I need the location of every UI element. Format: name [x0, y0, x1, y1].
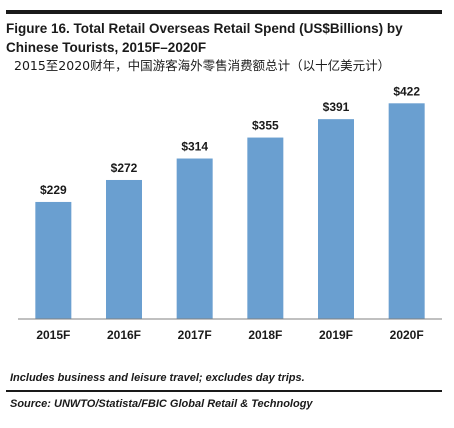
x-tick-label-2015F: 2015F	[36, 328, 70, 342]
source-line: Source: UNWTO/Statista/FBIC Global Retai…	[10, 398, 313, 410]
x-tick-label-2017F: 2017F	[178, 328, 212, 342]
data-label-2018F: $355	[252, 119, 279, 133]
data-label-2019F: $391	[323, 100, 350, 114]
data-labels-layer: $229 $272 $314 $355 $391 $422	[40, 84, 420, 197]
bottom-rule	[6, 390, 442, 392]
bar-2018F	[247, 137, 284, 319]
bars-layer	[35, 103, 425, 320]
bar-chart: $229 $272 $314 $355 $391 $422 2015F 2016F 2017F…	[18, 84, 442, 342]
data-label-2020F: $422	[393, 84, 420, 98]
data-label-2015F: $229	[40, 183, 67, 197]
bar-2016F	[106, 179, 142, 319]
figure-title: Figure 16. Total Retail Overseas Retail …	[6, 21, 403, 55]
data-label-2017F: $314	[181, 140, 208, 154]
footnote: Includes business and leisure travel; ex…	[10, 372, 305, 384]
bar-2015F	[35, 201, 72, 319]
data-label-2016F: $272	[111, 161, 138, 175]
top-rule	[6, 10, 442, 14]
bar-2020F	[388, 103, 425, 319]
x-tick-labels-layer: 2015F 2016F 2017F 2018F 2019F 2020F	[36, 328, 423, 342]
bar-2019F	[318, 119, 354, 320]
x-tick-label-2018F: 2018F	[248, 328, 282, 342]
figure-subtitle: 2015至2020财年，中国游客海外零售消费额总计（以十亿美元计）	[14, 58, 391, 73]
x-tick-label-2020F: 2020F	[390, 328, 424, 342]
bar-2017F	[176, 158, 213, 319]
x-tick-label-2016F: 2016F	[107, 328, 141, 342]
x-tick-label-2019F: 2019F	[319, 328, 353, 342]
